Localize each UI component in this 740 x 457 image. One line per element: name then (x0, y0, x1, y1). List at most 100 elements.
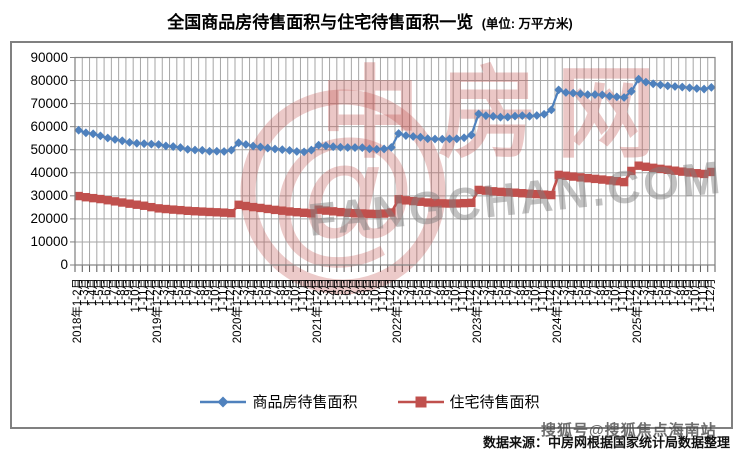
marker-diamond-icon (81, 128, 91, 138)
y-tick-label: 90000 (30, 49, 68, 65)
marker-square-icon (227, 208, 236, 218)
marker-diamond-icon (321, 141, 331, 151)
marker-diamond-icon (161, 141, 171, 151)
marker-diamond-icon (663, 81, 673, 91)
marker-diamond-icon (648, 79, 658, 89)
marker-square-icon (612, 176, 622, 186)
marker-square-icon (270, 205, 280, 215)
marker-square-icon (132, 200, 142, 209)
marker-diamond-icon (88, 129, 98, 139)
y-tick-label: 80000 (30, 72, 68, 88)
marker-diamond-icon (481, 111, 491, 121)
marker-diamond-icon (590, 90, 600, 99)
marker-diamond-icon (554, 85, 564, 95)
marker-diamond-icon (576, 89, 585, 99)
watermark-logo-text: 中房网 (320, 58, 674, 170)
marker-square-icon (394, 195, 403, 204)
series-blue (74, 74, 716, 157)
sohu-watermark: 搜狐号@搜狐焦点海南站 (541, 422, 717, 439)
marker-diamond-icon (103, 133, 113, 143)
marker-square-icon (212, 208, 222, 217)
marker-diamond-icon (597, 90, 607, 100)
marker-square-icon (299, 208, 309, 217)
y-tick-label: 10000 (30, 233, 68, 249)
y-tick-label: 0 (60, 257, 68, 272)
marker-square-icon (525, 189, 534, 198)
marker-diamond-icon (168, 142, 178, 151)
axis-ticks (70, 57, 716, 272)
marker-diamond-icon (125, 137, 134, 147)
marker-square-icon (532, 189, 542, 199)
marker-square-icon (459, 198, 469, 208)
marker-square-icon (183, 206, 192, 215)
marker-diamond-icon (176, 143, 185, 152)
chart-title-unit: (单位: 万平方米) (481, 17, 573, 31)
legend-item-commercial: 商品房待售面积 (200, 391, 358, 412)
marker-square-icon (554, 170, 563, 180)
marker-diamond-icon (350, 143, 360, 152)
marker-square-icon (430, 198, 440, 208)
marker-diamond-icon (488, 111, 498, 121)
marker-square-icon (503, 188, 512, 197)
marker-square-icon (285, 207, 294, 216)
marker-square-icon (707, 167, 716, 177)
legend-label: 住宅待售面积 (449, 394, 540, 411)
marker-diamond-icon (139, 139, 149, 149)
marker-diamond-icon (365, 144, 374, 154)
marker-square-icon (423, 198, 432, 207)
marker-diamond-icon (270, 144, 280, 154)
marker-diamond-icon (626, 86, 636, 96)
marker-square-icon (278, 206, 287, 215)
marker-square-icon (598, 175, 607, 184)
marker-square-icon (147, 202, 156, 212)
marker-diamond-icon (314, 140, 324, 150)
marker-square-icon (314, 205, 323, 214)
marker-square-icon (510, 188, 520, 197)
marker-square-icon (678, 167, 687, 176)
marker-square-icon (263, 204, 272, 214)
marker-diamond-icon (379, 144, 389, 154)
marker-square-icon (103, 196, 112, 205)
marker-square-icon (190, 207, 200, 216)
marker-square-icon (467, 198, 476, 208)
marker-diamond-icon (677, 82, 687, 92)
marker-diamond-icon (496, 112, 505, 122)
marker-square-icon (401, 196, 411, 205)
marker-square-icon (350, 208, 360, 218)
marker-diamond-icon (306, 145, 316, 155)
marker-diamond-icon (343, 143, 353, 152)
marker-square-icon (590, 174, 600, 184)
marker-square-icon (321, 206, 331, 215)
marker-diamond-icon (423, 134, 433, 144)
marker-diamond-icon (372, 144, 382, 154)
marker-diamond-icon (277, 145, 287, 155)
marker-square-icon (619, 177, 629, 187)
marker-square-icon (125, 199, 134, 208)
marker-diamond-icon (510, 111, 520, 121)
marker-diamond-icon (583, 90, 593, 100)
marker-square-icon (583, 173, 592, 183)
marker-diamond-icon (517, 111, 527, 121)
marker-diamond-icon (619, 93, 629, 102)
chart-outer-box (10, 41, 733, 429)
chart-title-text: 全国商品房待售面积与住宅待售面积一览 (167, 13, 474, 32)
marker-diamond-icon (285, 145, 294, 155)
square-legend-marker-icon (397, 396, 444, 407)
marker-diamond-icon (561, 88, 571, 97)
watermark-at-icon: @ (270, 108, 416, 276)
marker-square-icon (416, 197, 425, 206)
marker-diamond-icon (699, 84, 709, 94)
marker-diamond-icon (183, 144, 193, 154)
series-red (74, 161, 716, 219)
marker-square-icon (154, 204, 163, 213)
marker-diamond-icon (641, 77, 651, 87)
legend-item-residential: 住宅待售面积 (397, 391, 540, 412)
marker-square-icon (634, 161, 643, 170)
marker-diamond-icon (357, 143, 367, 153)
marker-square-icon (474, 185, 483, 195)
marker-square-icon (648, 163, 658, 173)
marker-diamond-icon (685, 83, 694, 93)
marker-diamond-icon (263, 143, 273, 153)
marker-diamond-icon (394, 129, 404, 138)
marker-diamond-icon (248, 141, 258, 151)
